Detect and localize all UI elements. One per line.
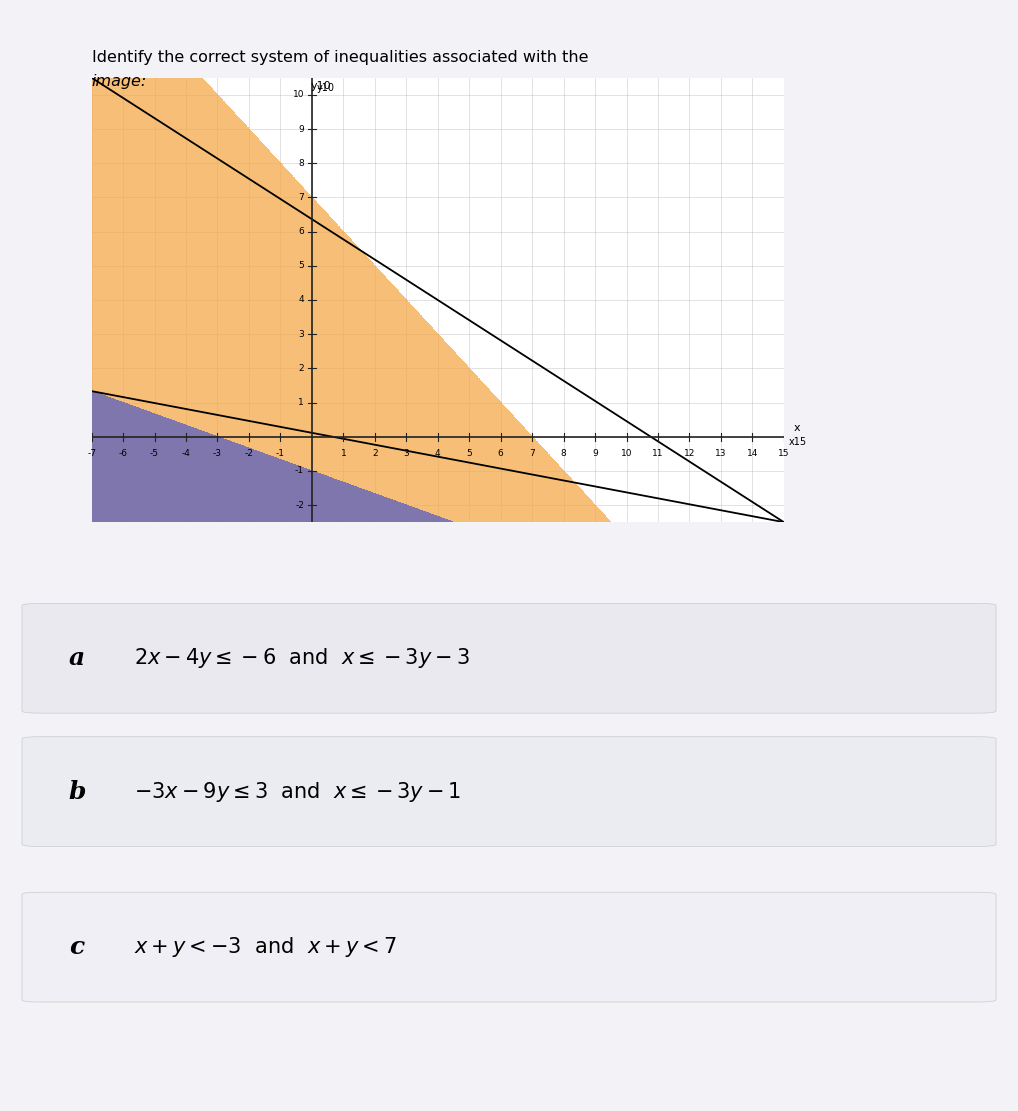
- Text: -2: -2: [295, 501, 304, 510]
- FancyBboxPatch shape: [22, 737, 996, 847]
- Text: -3: -3: [213, 449, 222, 458]
- FancyBboxPatch shape: [22, 603, 996, 713]
- Text: image:: image:: [92, 74, 147, 90]
- Text: y10: y10: [317, 83, 335, 93]
- Text: -7: -7: [88, 449, 96, 458]
- Text: 8: 8: [561, 449, 566, 458]
- Text: 1: 1: [340, 449, 346, 458]
- Text: 12: 12: [684, 449, 695, 458]
- Text: -2: -2: [244, 449, 253, 458]
- Text: $x + y < -3$  and  $x + y < 7$: $x + y < -3$ and $x + y < 7$: [134, 935, 397, 959]
- Text: 10: 10: [292, 90, 304, 99]
- Text: b: b: [69, 780, 87, 803]
- Text: a: a: [69, 647, 86, 670]
- Text: 9: 9: [592, 449, 598, 458]
- Text: 13: 13: [716, 449, 727, 458]
- Text: x: x: [793, 423, 800, 433]
- Text: $2x - 4y \leq -6$  and  $x \leq -3y - 3$: $2x - 4y \leq -6$ and $x \leq -3y - 3$: [134, 647, 470, 670]
- Text: 8: 8: [298, 159, 304, 168]
- Text: 10: 10: [621, 449, 632, 458]
- Text: 7: 7: [529, 449, 535, 458]
- FancyBboxPatch shape: [22, 892, 996, 1002]
- Text: -1: -1: [276, 449, 285, 458]
- Text: 5: 5: [298, 261, 304, 270]
- Text: -4: -4: [181, 449, 190, 458]
- Text: 6: 6: [298, 227, 304, 237]
- Text: 3: 3: [403, 449, 409, 458]
- Text: -6: -6: [118, 449, 127, 458]
- Text: 4: 4: [298, 296, 304, 304]
- Text: -5: -5: [150, 449, 159, 458]
- Text: 4: 4: [435, 449, 441, 458]
- Text: Identify the correct system of inequalities associated with the: Identify the correct system of inequalit…: [92, 50, 588, 66]
- Text: y10: y10: [312, 81, 332, 91]
- Text: 2: 2: [372, 449, 378, 458]
- Text: 7: 7: [298, 193, 304, 202]
- Text: 2: 2: [298, 363, 304, 373]
- Text: 14: 14: [747, 449, 758, 458]
- Text: c: c: [69, 935, 84, 959]
- Text: -1: -1: [295, 467, 304, 476]
- Text: 11: 11: [653, 449, 664, 458]
- Text: 5: 5: [466, 449, 472, 458]
- Text: 9: 9: [298, 124, 304, 133]
- Text: 1: 1: [298, 398, 304, 407]
- Text: x15: x15: [789, 437, 806, 447]
- Text: 6: 6: [498, 449, 504, 458]
- Text: $-3x - 9y \leq 3$  and  $x \leq -3y - 1$: $-3x - 9y \leq 3$ and $x \leq -3y - 1$: [134, 780, 462, 803]
- Text: 3: 3: [298, 330, 304, 339]
- Text: 15: 15: [778, 449, 790, 458]
